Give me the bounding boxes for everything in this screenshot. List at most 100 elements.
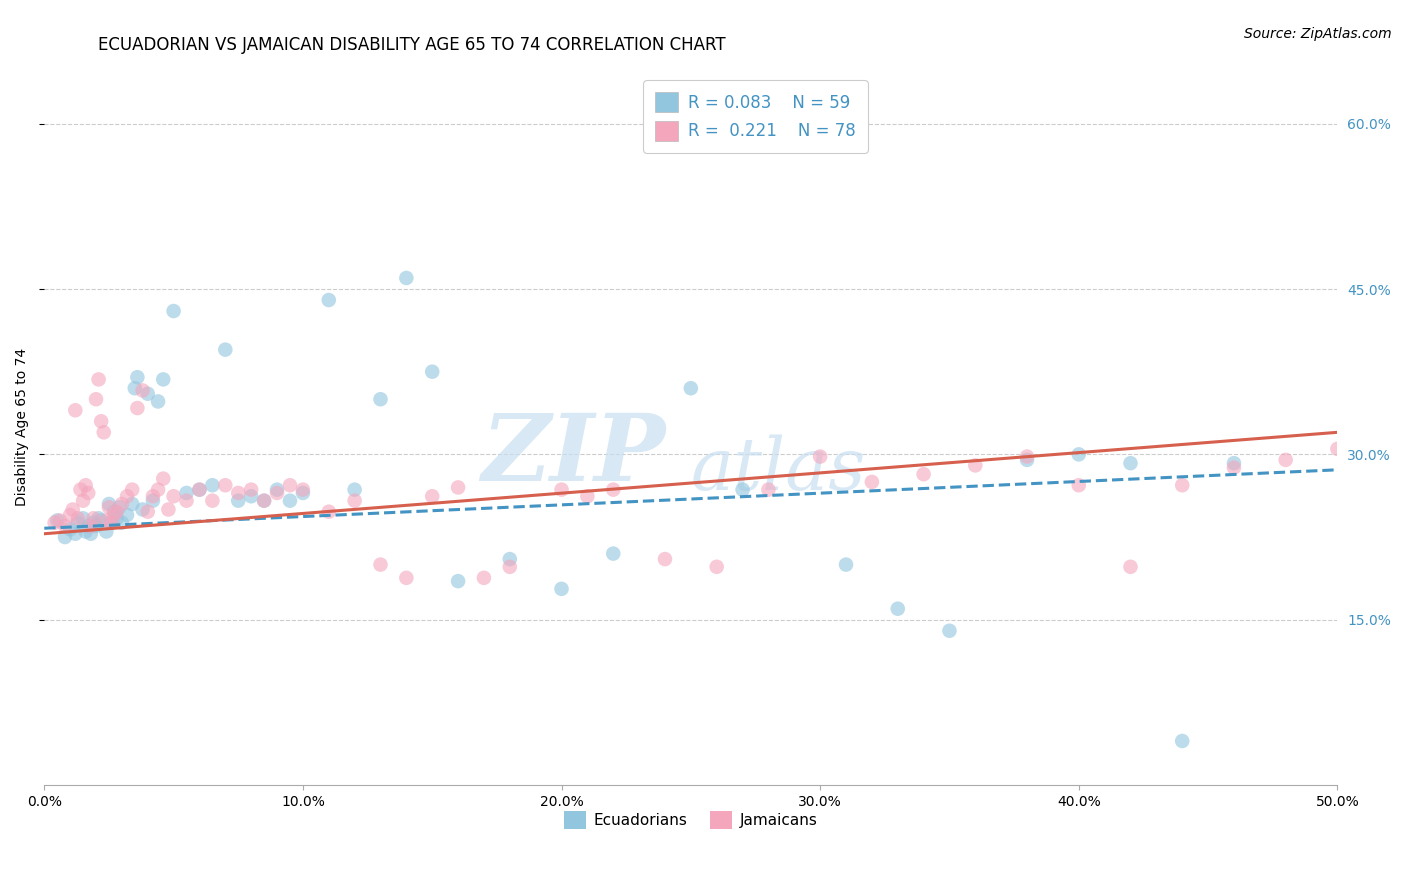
- Point: [72, 511, 94, 525]
- Point: [72, 493, 94, 508]
- Point: [395, 271, 418, 285]
- Point: [111, 516, 134, 530]
- Point: [1015, 450, 1038, 464]
- Point: [176, 493, 198, 508]
- Point: [121, 497, 143, 511]
- Point: [758, 483, 780, 497]
- Point: [291, 483, 314, 497]
- Y-axis label: Disability Age 65 to 74: Disability Age 65 to 74: [15, 348, 30, 506]
- Point: [100, 516, 122, 530]
- Point: [1326, 442, 1348, 456]
- Point: [887, 601, 910, 615]
- Point: [1015, 453, 1038, 467]
- Point: [146, 483, 169, 497]
- Point: [214, 343, 236, 357]
- Point: [499, 552, 522, 566]
- Point: [131, 384, 153, 398]
- Point: [82, 511, 104, 525]
- Point: [75, 478, 97, 492]
- Point: [162, 489, 184, 503]
- Point: [124, 381, 146, 395]
- Legend: Ecuadorians, Jamaicans: Ecuadorians, Jamaicans: [558, 805, 824, 835]
- Point: [602, 483, 624, 497]
- Point: [80, 526, 103, 541]
- Point: [226, 493, 249, 508]
- Point: [550, 582, 572, 596]
- Point: [49, 514, 72, 528]
- Point: [152, 472, 174, 486]
- Point: [75, 524, 97, 539]
- Point: [53, 519, 76, 533]
- Point: [1171, 734, 1194, 748]
- Point: [214, 478, 236, 492]
- Point: [77, 519, 100, 533]
- Point: [370, 392, 392, 407]
- Point: [96, 514, 118, 528]
- Point: [188, 483, 211, 497]
- Point: [105, 505, 128, 519]
- Point: [602, 547, 624, 561]
- Point: [370, 558, 392, 572]
- Point: [420, 489, 443, 503]
- Point: [201, 493, 224, 508]
- Point: [105, 511, 128, 525]
- Text: ZIP: ZIP: [481, 410, 665, 500]
- Point: [136, 386, 159, 401]
- Point: [77, 486, 100, 500]
- Point: [278, 478, 301, 492]
- Point: [253, 493, 276, 508]
- Text: atlas: atlas: [690, 434, 866, 505]
- Point: [188, 483, 211, 497]
- Point: [96, 524, 118, 539]
- Point: [860, 475, 883, 489]
- Point: [679, 381, 702, 395]
- Point: [576, 489, 599, 503]
- Point: [550, 483, 572, 497]
- Point: [1067, 447, 1090, 461]
- Point: [1274, 453, 1296, 467]
- Point: [127, 401, 149, 415]
- Point: [65, 403, 87, 417]
- Point: [162, 304, 184, 318]
- Point: [731, 483, 754, 497]
- Point: [395, 571, 418, 585]
- Point: [90, 414, 112, 428]
- Point: [343, 493, 366, 508]
- Point: [1067, 478, 1090, 492]
- Point: [1378, 467, 1400, 482]
- Point: [343, 483, 366, 497]
- Point: [97, 497, 120, 511]
- Point: [93, 425, 115, 440]
- Point: [808, 450, 831, 464]
- Point: [266, 486, 288, 500]
- Point: [1223, 460, 1246, 475]
- Point: [142, 489, 165, 503]
- Point: [420, 365, 443, 379]
- Point: [115, 489, 138, 503]
- Point: [127, 370, 149, 384]
- Point: [654, 552, 676, 566]
- Point: [176, 486, 198, 500]
- Point: [157, 502, 180, 516]
- Point: [87, 372, 110, 386]
- Point: [318, 505, 340, 519]
- Point: [53, 530, 76, 544]
- Point: [152, 372, 174, 386]
- Point: [103, 508, 125, 522]
- Point: [1171, 478, 1194, 492]
- Point: [59, 522, 82, 536]
- Point: [66, 511, 89, 525]
- Point: [240, 483, 263, 497]
- Point: [82, 516, 104, 530]
- Point: [131, 502, 153, 516]
- Point: [62, 502, 84, 516]
- Point: [499, 559, 522, 574]
- Point: [46, 514, 69, 528]
- Point: [97, 500, 120, 515]
- Point: [90, 514, 112, 528]
- Point: [965, 458, 987, 473]
- Point: [142, 493, 165, 508]
- Point: [1119, 559, 1142, 574]
- Point: [65, 526, 87, 541]
- Point: [121, 483, 143, 497]
